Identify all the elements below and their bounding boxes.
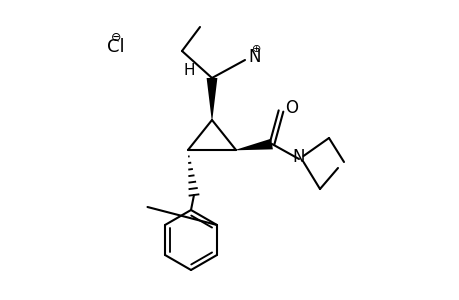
Polygon shape (235, 139, 272, 150)
Text: ⊕: ⊕ (252, 44, 261, 55)
Text: H: H (183, 63, 195, 78)
Text: N: N (292, 148, 305, 166)
Polygon shape (206, 78, 217, 120)
Text: O: O (285, 99, 298, 117)
Text: ⊖: ⊖ (111, 31, 121, 44)
Text: Cl: Cl (107, 38, 124, 56)
Text: N: N (247, 48, 260, 66)
